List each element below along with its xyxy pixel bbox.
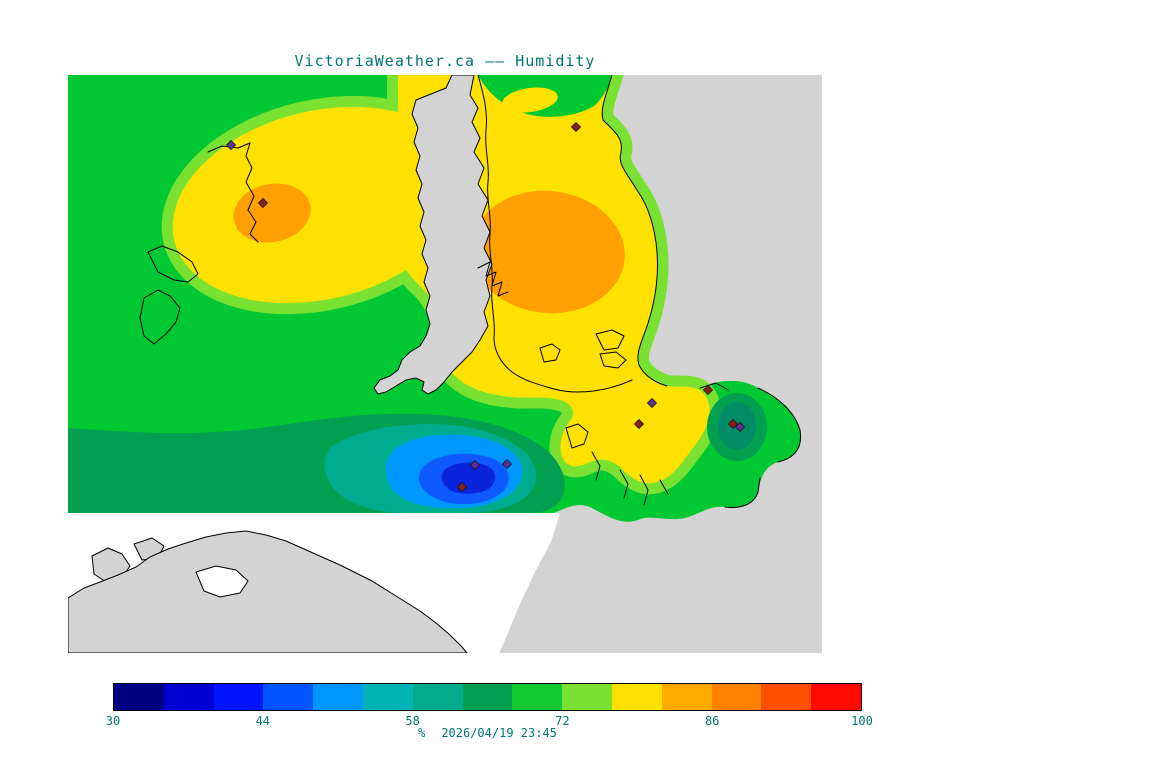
colorbar-segment	[114, 684, 164, 710]
contour-region-deepblue	[441, 462, 496, 494]
colorbar-segment	[512, 684, 563, 710]
coastline-bay	[195, 565, 249, 598]
colorbar-tick-label: 58	[405, 714, 420, 728]
page-title: VictoriaWeather.ca —— Humidity	[294, 52, 596, 70]
coastline-island	[147, 245, 199, 283]
colorbar-tick-label: 86	[704, 714, 720, 728]
colorbar-ticks: 30 44 58 72 86 100	[106, 714, 873, 728]
colorbar-segment	[362, 684, 413, 710]
scale-units: %	[418, 726, 426, 740]
station-marker	[501, 458, 513, 470]
scale-caption: % 2026/04/19 23:45	[113, 726, 862, 740]
colorbar-segment	[163, 684, 214, 710]
colorbar-tick-label: 72	[555, 714, 570, 728]
colorbar-segment	[611, 684, 662, 710]
colorbar-tick-label: 100	[851, 714, 873, 728]
coastline-island	[595, 329, 625, 351]
station-marker	[469, 459, 481, 471]
coastline-east-landmass	[601, 75, 668, 387]
station-marker	[225, 139, 237, 151]
coastline	[207, 142, 259, 243]
colorbar-segment	[412, 684, 463, 710]
coastline-east	[699, 382, 802, 508]
station-markers	[225, 121, 746, 493]
colorbar-scale: 30 44 58 72 86 100	[106, 683, 873, 728]
coastline-island	[539, 343, 561, 363]
timestamp: 2026/04/19 23:45	[441, 726, 557, 740]
colorbar-segment	[562, 684, 612, 710]
colorbar-segment	[213, 684, 264, 710]
colorbar-segment	[263, 684, 314, 710]
colorbar-tick-label: 44	[255, 714, 271, 728]
landmass-peninsula	[68, 530, 468, 653]
contour-region-yellow-small	[502, 87, 558, 113]
coastline-inlets	[591, 451, 669, 506]
landmass-central	[373, 75, 493, 395]
coastline-island	[565, 423, 589, 449]
coastline-island	[599, 351, 627, 369]
coastline-island	[139, 289, 181, 345]
station-marker	[633, 418, 645, 430]
station-marker	[570, 121, 582, 133]
coastline-inlets	[477, 261, 509, 297]
colorbar-segment	[462, 684, 513, 710]
colorbar-segment	[313, 684, 363, 710]
station-marker	[727, 418, 739, 430]
colorbar-segment	[661, 684, 712, 710]
colorbar	[113, 683, 862, 711]
station-marker	[702, 384, 714, 396]
humidity-map	[68, 75, 822, 653]
contour-region-orange	[471, 190, 625, 314]
station-marker	[646, 397, 658, 409]
station-marker	[456, 481, 468, 493]
colorbar-segment	[761, 684, 812, 710]
colorbar-segment	[711, 684, 762, 710]
station-marker	[257, 197, 269, 209]
colorbar-segment	[811, 684, 861, 710]
station-marker	[734, 421, 746, 433]
colorbar-tick-label: 30	[105, 714, 121, 728]
